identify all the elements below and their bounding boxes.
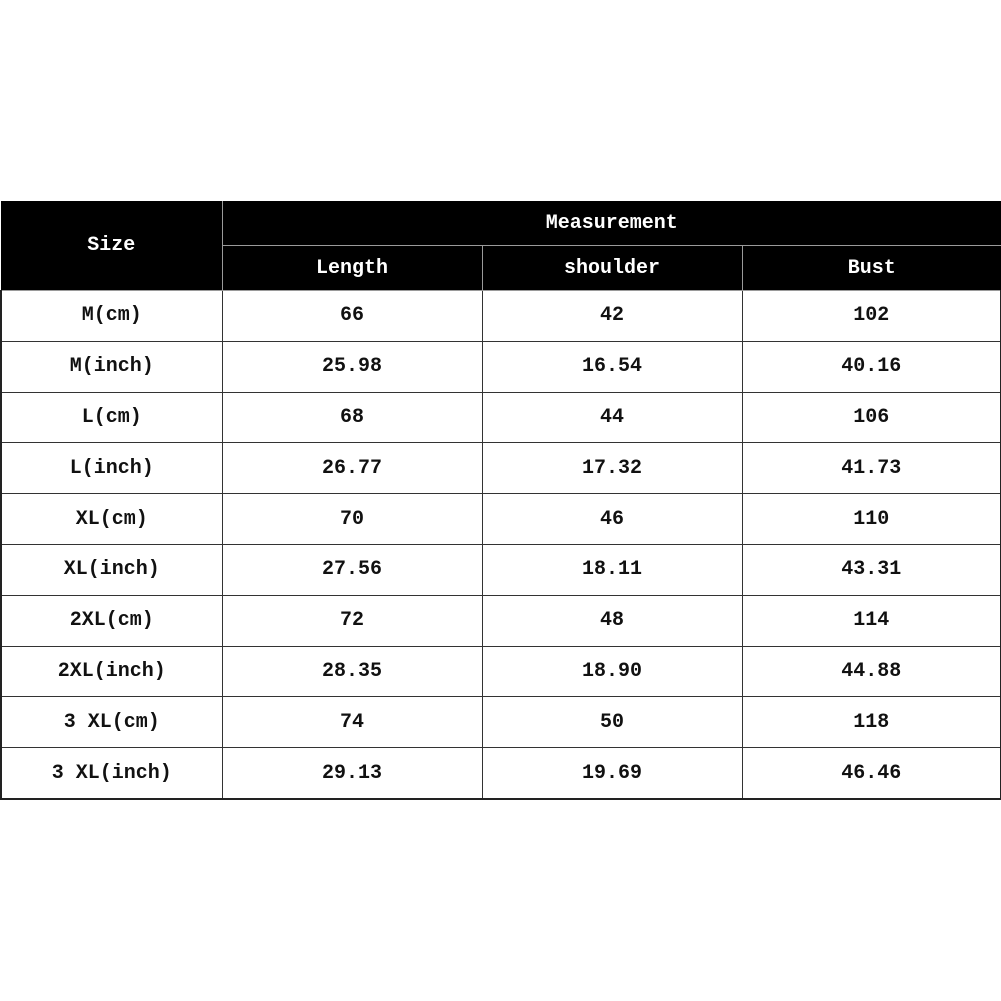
bust-cell: 102 (741, 290, 1001, 342)
size-chart-table: Size Measurement Length shoulder Bust M(… (0, 201, 1001, 800)
size-cell: L(cm) (0, 391, 223, 444)
bust-cell: 110 (741, 493, 1001, 545)
length-cell: 74 (221, 696, 483, 749)
size-cell: XL(inch) (0, 543, 223, 596)
shoulder-cell: 18.11 (481, 543, 743, 596)
bust-cell: 43.31 (741, 543, 1001, 596)
size-cell: L(inch) (0, 442, 223, 495)
bust-cell: 106 (741, 391, 1001, 444)
length-cell: 25.98 (221, 340, 483, 393)
table-row: M(inch) 25.98 16.54 40.16 (0, 340, 1001, 393)
size-cell: 3 XL(inch) (0, 747, 223, 800)
shoulder-cell: 44 (481, 391, 743, 444)
size-header: Size (1, 201, 223, 291)
bust-cell: 46.46 (741, 747, 1001, 800)
bust-header: Bust (741, 245, 1001, 291)
length-cell: 27.56 (221, 543, 483, 596)
header-row-columns: Length shoulder Bust (1, 245, 1001, 291)
table-row: 3 XL(inch) 29.13 19.69 46.46 (0, 747, 1001, 800)
bust-cell: 44.88 (741, 645, 1001, 698)
length-cell: 66 (221, 290, 483, 342)
shoulder-cell: 48 (481, 594, 743, 647)
measurement-header: Measurement (221, 201, 1001, 246)
bust-cell: 118 (741, 696, 1001, 749)
length-cell: 70 (221, 493, 483, 545)
table-row: 3 XL(cm) 74 50 118 (0, 696, 1001, 749)
table-row: XL(inch) 27.56 18.11 43.31 (0, 543, 1001, 596)
table-row: M(cm) 66 42 102 (0, 290, 1001, 342)
bust-cell: 114 (741, 594, 1001, 647)
header-row-group: Size Measurement (1, 201, 1001, 291)
table-row: 2XL(cm) 72 48 114 (0, 594, 1001, 647)
shoulder-header: shoulder (481, 245, 743, 291)
size-cell: 2XL(inch) (0, 645, 223, 698)
length-cell: 68 (221, 391, 483, 444)
shoulder-cell: 19.69 (481, 747, 743, 800)
shoulder-cell: 50 (481, 696, 743, 749)
shoulder-cell: 16.54 (481, 340, 743, 393)
table-row: L(cm) 68 44 106 (0, 391, 1001, 444)
size-cell: 2XL(cm) (0, 594, 223, 647)
length-cell: 28.35 (221, 645, 483, 698)
size-cell: M(cm) (0, 290, 223, 342)
length-cell: 26.77 (221, 442, 483, 495)
table-row: 2XL(inch) 28.35 18.90 44.88 (0, 645, 1001, 698)
shoulder-cell: 46 (481, 493, 743, 545)
table-row: XL(cm) 70 46 110 (0, 493, 1001, 545)
table-row: L(inch) 26.77 17.32 41.73 (0, 442, 1001, 495)
bust-cell: 40.16 (741, 340, 1001, 393)
size-cell: 3 XL(cm) (0, 696, 223, 749)
size-cell: M(inch) (0, 340, 223, 393)
bust-cell: 41.73 (741, 442, 1001, 495)
length-cell: 29.13 (221, 747, 483, 800)
shoulder-cell: 42 (481, 290, 743, 342)
length-cell: 72 (221, 594, 483, 647)
length-header: Length (221, 245, 483, 291)
shoulder-cell: 17.32 (481, 442, 743, 495)
size-cell: XL(cm) (0, 493, 223, 545)
shoulder-cell: 18.90 (481, 645, 743, 698)
